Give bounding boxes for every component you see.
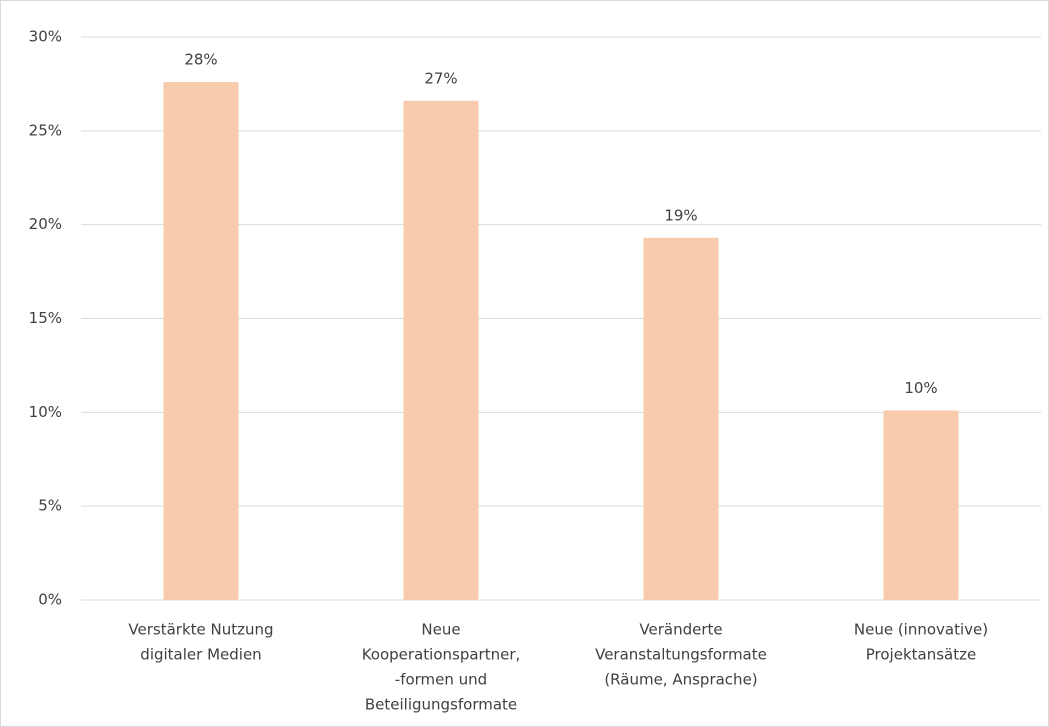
data-label: 28% — [184, 51, 217, 69]
x-tick-label: Veranstaltungsformate — [595, 646, 767, 664]
x-tick-label: -formen und — [395, 671, 487, 689]
x-tick-label: Neue (innovative) — [854, 621, 988, 639]
bar — [403, 100, 479, 600]
x-tick-label: (Räume, Ansprache) — [604, 671, 757, 689]
y-tick-label: 10% — [29, 403, 62, 421]
x-tick-label: Kooperationspartner, — [362, 646, 521, 664]
y-tick-label: 5% — [38, 497, 62, 515]
data-label: 27% — [424, 69, 457, 87]
x-tick-label: digitaler Medien — [140, 646, 261, 664]
x-tick-label: Neue — [421, 621, 460, 639]
y-tick-label: 15% — [29, 309, 62, 327]
y-tick-label: 20% — [29, 215, 62, 233]
y-tick-label: 25% — [29, 121, 62, 139]
x-tick-label: Veränderte — [639, 621, 722, 639]
bar — [883, 410, 959, 600]
y-tick-label: 30% — [29, 28, 62, 46]
x-tick-label: Projektansätze — [866, 646, 976, 664]
bar — [643, 237, 719, 600]
x-tick-label: Beteiligungsformate — [365, 696, 517, 714]
x-tick-label: Verstärkte Nutzung — [128, 621, 273, 639]
y-tick-label: 0% — [38, 591, 62, 609]
data-label: 19% — [664, 206, 697, 224]
data-label: 10% — [904, 379, 937, 397]
bar — [163, 82, 239, 601]
